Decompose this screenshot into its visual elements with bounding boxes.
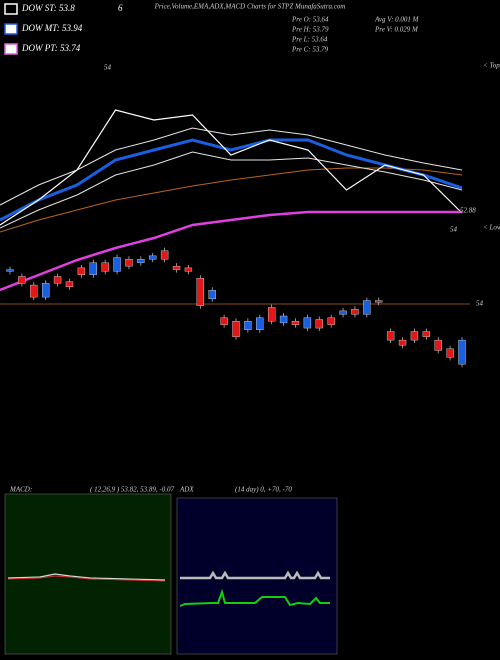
overlay-line — [0, 167, 463, 233]
candle — [327, 317, 335, 325]
candle — [172, 265, 181, 270]
candle — [208, 290, 216, 300]
marker-label: 6 — [118, 3, 123, 13]
adx-line — [180, 570, 330, 580]
candle — [363, 300, 371, 315]
candle — [256, 317, 264, 331]
macd-label: MACD: — [9, 486, 32, 494]
candle — [386, 331, 395, 341]
legend-label: DOW MT: 53.94 — [21, 23, 83, 33]
candle — [101, 262, 109, 272]
candle — [77, 267, 86, 275]
macd-panel — [4, 493, 172, 655]
candle — [244, 321, 252, 331]
candle — [291, 321, 300, 325]
overlay-line — [0, 210, 462, 292]
adx-params: (14 day) 0, +70, -70 — [235, 486, 292, 494]
candle — [303, 317, 312, 329]
candle — [339, 310, 347, 315]
adx-label: ADX — [179, 486, 194, 494]
candle — [315, 319, 323, 329]
candle — [232, 321, 240, 337]
candle — [375, 300, 383, 303]
legend-swatch — [4, 43, 18, 55]
macd-signal — [7, 575, 166, 582]
annotation: 54 — [104, 64, 112, 72]
candle — [41, 283, 50, 298]
chart-title: Price,Volume,EMA,ADX,MACD Charts for STP… — [154, 3, 346, 11]
candle — [220, 317, 228, 325]
candle — [279, 315, 288, 324]
annotation: 54 — [450, 226, 458, 234]
candle — [434, 339, 442, 351]
candle — [6, 269, 14, 272]
legend-swatch — [4, 3, 18, 15]
stat-label: Pre C: 53.79 — [291, 46, 329, 54]
candle — [53, 276, 62, 284]
stat-label: Avg V: 0.001 M — [374, 16, 420, 24]
candle — [267, 307, 276, 322]
candle — [458, 339, 466, 365]
legend-label: DOW ST: 53.8 — [21, 3, 75, 13]
legend-label: DOW PT: 53.74 — [21, 43, 81, 53]
macd-params: ( 12,26,9 ) 53.82, 53.89, -0.07 — [90, 486, 174, 494]
candle — [196, 278, 205, 306]
candle — [30, 284, 38, 298]
stat-label: Pre O: 53.64 — [291, 16, 329, 24]
annotation: < Lows — [483, 224, 500, 232]
candle — [446, 348, 454, 358]
stat-label: Pre V: 0.029 M — [374, 26, 419, 34]
annotation: < Tops — [483, 62, 500, 70]
legend-swatch — [4, 23, 18, 35]
candle — [125, 259, 133, 267]
price-line-label: 54 — [476, 300, 484, 308]
stat-label: Pre H: 53.79 — [291, 26, 329, 34]
annotation: 52.88 — [460, 207, 476, 215]
overlay-line — [0, 151, 463, 229]
candle — [410, 331, 419, 341]
macd-line — [7, 573, 166, 581]
candle — [113, 257, 121, 272]
adx-panel — [176, 497, 338, 655]
candle — [184, 267, 193, 272]
candle — [422, 331, 431, 337]
candle — [65, 281, 74, 288]
candle — [18, 276, 26, 284]
candle — [89, 262, 97, 275]
candle — [149, 255, 157, 260]
overlay-line — [0, 109, 463, 226]
di-line — [179, 588, 330, 607]
candle — [351, 308, 359, 315]
candle — [398, 339, 407, 346]
candle — [160, 250, 169, 260]
stat-label: Pre L: 53.64 — [291, 36, 328, 44]
candle — [137, 259, 145, 263]
